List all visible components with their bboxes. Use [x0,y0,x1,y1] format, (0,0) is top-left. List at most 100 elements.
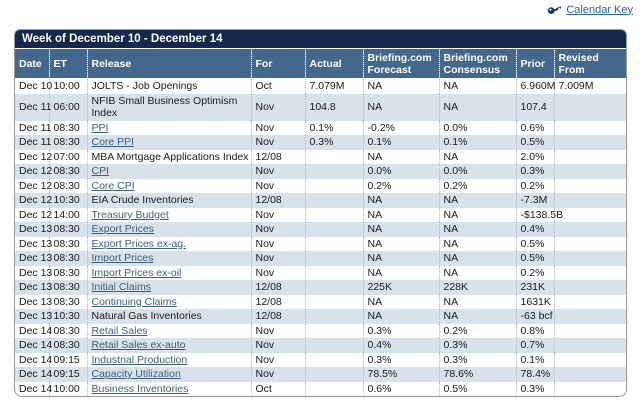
cell-for: Nov [250,222,305,237]
cell-revised-from [553,338,626,353]
cell-consensus: NA [438,78,516,94]
cell-for: Nov [250,323,305,338]
release-link[interactable]: Retail Sales ex-auto [91,339,186,351]
cell-et: 10:00 [48,381,87,396]
cell-for: Nov [250,367,305,382]
cell-consensus: NA [438,294,516,309]
cell-date: Dec 11 [19,136,52,148]
cell-date: Dec 12 [19,208,53,221]
table-row: Dec 12 08:30 CPI Nov 0.0% 0.0% 0.3% [15,164,626,179]
economic-calendar: Week of December 10 - December 14 Date E… [14,29,627,397]
cell-date: Dec 14 [19,339,53,351]
table-row: Dec 14 08:30 Retail Sales ex-auto Nov 0.4% 0.… [15,338,626,353]
cell-release: MBA Mortgage Applications Index [86,149,251,164]
table-row: Dec 14 09:15 Capacity Utilization Nov 78.5% 7… [15,367,626,382]
cell-consensus: 0.3% [438,352,516,367]
cell-actual: 7.079M [304,78,363,94]
calendar-table-body: Dec 10 10:00 JOLTS - Job Openings Oct 7.079M… [15,78,626,396]
table-row: Dec 13 08:30 Export Prices ex-ag. Nov NA NA 0.… [15,236,626,251]
cell-prior: 0.5% [515,135,554,150]
cell-consensus: 0.0% [438,120,516,135]
cell-release: Core PPI [86,135,251,150]
calendar-key: Calendar Key [547,3,633,16]
cell-revised-from [553,120,626,135]
cell-date: Dec 13 [19,281,53,293]
cell-for: Nov [250,120,305,135]
cell-date: Dec 13 [19,223,53,235]
cell-date: Dec 13 [19,295,53,308]
table-row: Dec 14 08:30 Retail Sales Nov 0.3% 0.2% 0.8% [15,323,626,338]
cell-release: Natural Gas Inventories [86,309,251,324]
cell-actual [304,222,363,237]
table-row: Dec 12 07:00 MBA Mortgage Applications Ind… [15,149,626,164]
table-row: Dec 11 06:00 NFIB Small Business Optimism … [15,93,626,121]
cell-for: Nov [250,164,305,179]
cell-actual: 0.1% [304,120,363,135]
release-link[interactable]: Continuing Claims [91,295,177,308]
calendar-key-link[interactable]: Calendar Key [566,3,633,16]
release-label: JOLTS - Job Openings [91,80,198,92]
cell-forecast: NA [362,207,439,222]
cell-revised-from [553,178,626,193]
release-link[interactable]: Industrial Production [91,353,188,366]
cell-forecast: 0.2% [362,178,439,193]
cell-et: 14:00 [48,207,87,222]
cell-release: Export Prices [86,222,251,237]
release-link[interactable]: Export Prices ex-ag. [91,237,187,250]
cell-date: Dec 12 [19,165,53,177]
cell-release: NFIB Small Business Optimism Index [86,93,251,121]
cell-et: 08:30 [48,265,87,280]
cell-consensus: NA [438,207,516,222]
release-link[interactable]: Initial Claims [91,281,152,293]
cell-revised-from [553,381,626,396]
cell-actual: 0.3% [304,135,363,150]
table-row: Dec 13 10:30 Natural Gas Inventories 12/08 N… [15,309,626,324]
cell-prior: 0.4% [515,222,554,237]
cell-forecast: NA [362,309,439,324]
release-link[interactable]: Core CPI [91,179,135,192]
table-row: Dec 13 08:30 Import Prices ex-oil Nov NA NA 0.… [15,265,626,280]
cell-release: EIA Crude Inventories [86,193,251,208]
release-link[interactable]: Treasury Budget [91,208,169,221]
table-row: Dec 12 14:00 Treasury Budget Nov NA NA -$138.5… [15,207,626,222]
cell-consensus: NA [438,193,516,208]
release-link[interactable]: Capacity Utilization [91,368,181,380]
release-link[interactable]: Import Prices ex-oil [91,266,182,279]
cell-consensus: NA [438,251,516,266]
release-link[interactable]: PPI [91,121,109,134]
cell-prior: 0.6% [515,120,554,135]
release-link[interactable]: Import Prices [91,252,154,264]
table-row: Dec 13 08:30 Import Prices Nov NA NA 0.5% [15,251,626,266]
cell-et: 09:15 [48,367,87,382]
cell-forecast: -0.2% [362,120,439,135]
release-link[interactable]: CPI [91,165,110,177]
cell-prior: -$138.5B [515,207,563,222]
cell-et: 10:30 [48,309,87,324]
release-link[interactable]: Business Inventories [91,382,189,395]
cell-actual [304,381,363,396]
cell-consensus: 0.3% [438,338,516,353]
release-link[interactable]: Retail Sales [91,324,148,337]
cell-for: Nov [250,352,305,367]
cell-consensus: 0.2% [438,323,516,338]
table-row: Dec 14 10:00 Business Inventories Oct 0.6% 0.… [15,381,626,396]
cell-for: Nov [250,207,305,222]
table-row: Dec 11 08:30 PPI Nov 0.1% -0.2% 0.0% 0.6% [15,120,626,135]
cell-actual [304,207,363,222]
release-link[interactable]: Core PPI [91,136,135,148]
table-row: Dec 10 10:00 JOLTS - Job Openings Oct 7.079M… [15,78,626,94]
cell-consensus: NA [438,236,516,251]
cell-date: Dec 12 [19,194,53,206]
cell-forecast: NA [362,193,439,208]
release-link[interactable]: Export Prices [91,223,154,235]
cell-revised-from [553,135,626,150]
cell-actual [304,193,363,208]
cell-forecast: 0.6% [362,381,439,396]
cell-release: Retail Sales ex-auto [86,338,251,353]
cell-release: CPI [86,164,251,179]
cell-revised-from [553,236,626,251]
cell-et: 08:30 [48,135,87,150]
col-header-briefing-forecast: Briefing.com Forecast [362,49,439,79]
cell-forecast: NA [362,78,439,94]
cell-release: Industrial Production [86,352,251,367]
